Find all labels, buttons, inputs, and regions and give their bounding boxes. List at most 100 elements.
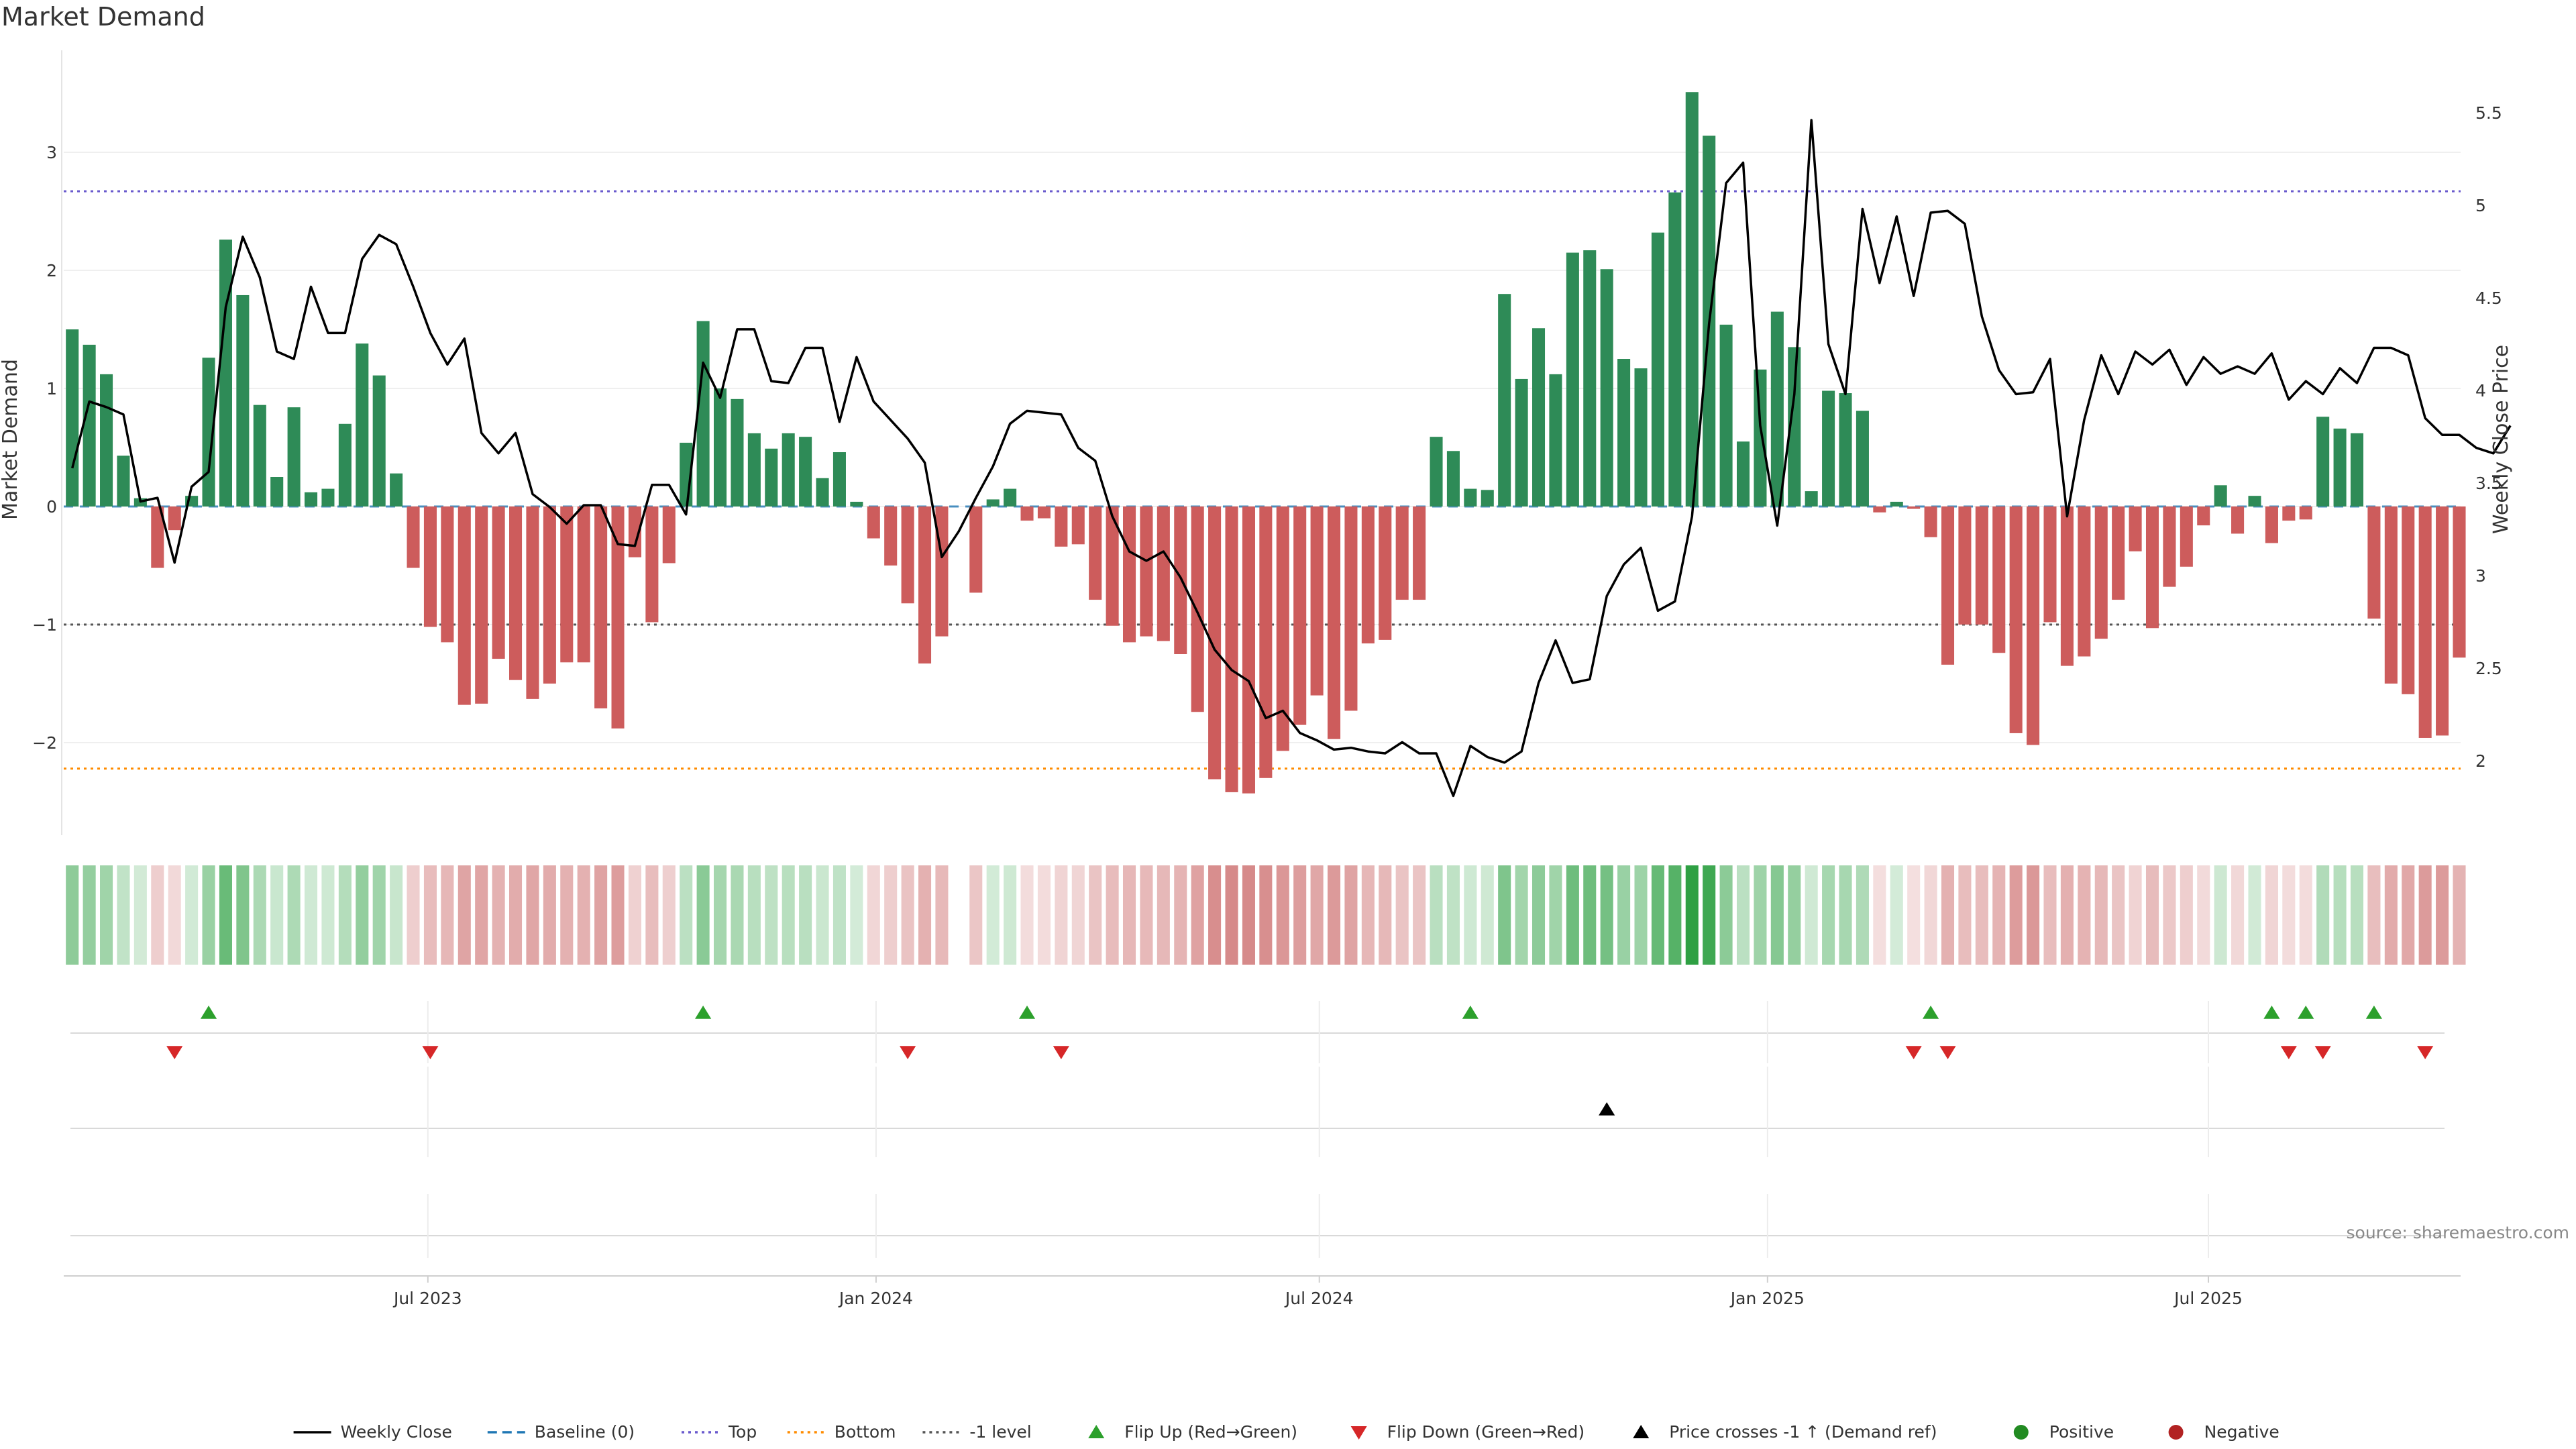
right-tick-label: 4 (2475, 381, 2486, 400)
heat-cell (2436, 865, 2449, 965)
heat-cell (1037, 865, 1051, 965)
demand-bar-negative (1293, 506, 1307, 725)
demand-bar-positive (1839, 393, 1852, 506)
demand-bar-negative (2197, 506, 2210, 526)
legend-label: Weekly Close (341, 1422, 452, 1442)
right-tick-label: 2 (2475, 751, 2486, 771)
right-tick-label: 4.5 (2475, 288, 2502, 308)
flip-up-marker (2298, 1006, 2314, 1019)
demand-bar-negative (2265, 506, 2278, 543)
demand-bar-positive (1822, 390, 1835, 506)
heat-cell (1873, 865, 1886, 965)
flip-up-marker (1018, 1006, 1036, 1019)
demand-bar-negative (1259, 506, 1273, 778)
heat-cell (2197, 865, 2210, 965)
heat-cell (782, 865, 795, 965)
heat-cell (1395, 865, 1409, 965)
heat-cell (918, 865, 932, 965)
heat-cell (1754, 865, 1767, 965)
flip-down-marker (2280, 1046, 2297, 1059)
heat-cell (1071, 865, 1085, 965)
heat-cell (1583, 865, 1597, 965)
heat-cell (2027, 865, 2040, 965)
legend-label: Flip Down (Green→Red) (1387, 1422, 1585, 1442)
demand-bar-negative (1344, 506, 1358, 711)
demand-bars (66, 92, 2466, 794)
heat-cell (253, 865, 266, 965)
demand-bar-negative (1873, 506, 1886, 513)
heat-cell (1242, 865, 1255, 965)
heat-cell (935, 865, 949, 965)
legend-label: Baseline (0) (535, 1422, 635, 1442)
demand-bar-positive (1754, 369, 1767, 506)
heat-cell (1975, 865, 1988, 965)
heat-cell (560, 865, 574, 965)
heat-cell (475, 865, 488, 965)
heat-cell (2112, 865, 2125, 965)
heat-cell (765, 865, 778, 965)
heat-cell (1344, 865, 1358, 965)
heat-cell (816, 865, 829, 965)
demand-bar-positive (1788, 347, 1801, 506)
heat-cell (168, 865, 181, 965)
demand-bar-negative (441, 506, 454, 643)
heat-cell (151, 865, 164, 965)
demand-bar-positive (1890, 501, 1903, 506)
heat-cell (1293, 865, 1307, 965)
demand-bar-negative (168, 506, 181, 531)
legend-swatch (1350, 1426, 1367, 1440)
flip-up-marker (200, 1006, 217, 1019)
demand-bar-positive (2316, 417, 2330, 506)
demand-bar-negative (884, 506, 898, 566)
x-tick-label: Jul 2024 (1284, 1289, 1354, 1308)
heat-cell (133, 865, 147, 965)
legend-item: Weekly Close (293, 1422, 452, 1442)
heat-cell (986, 865, 1000, 965)
demand-bar-negative (1242, 506, 1255, 794)
heat-cell (680, 865, 693, 965)
heat-cell (100, 865, 113, 965)
x-axis: Jul 2023 Jan 2024 Jul 2024 Jan 2025 Jul 2025 (64, 1275, 2461, 1308)
heat-cell (1890, 865, 1903, 965)
heat-cell (1532, 865, 1546, 965)
heat-cell (1515, 865, 1528, 965)
demand-bar-negative (2163, 506, 2176, 587)
demand-bar-positive (713, 388, 727, 506)
heat-cell (731, 865, 744, 965)
legend-item: Baseline (0) (487, 1422, 635, 1442)
demand-bar-positive (66, 329, 79, 506)
heat-cell (1719, 865, 1733, 965)
demand-bar-positive (253, 405, 266, 506)
demand-bar-negative (1106, 506, 1119, 626)
legend-item: Top (682, 1422, 757, 1442)
heat-cell (2418, 865, 2432, 965)
demand-bar-negative (423, 506, 437, 627)
demand-bar-negative (2027, 506, 2040, 745)
demand-bar-negative (1225, 506, 1238, 792)
heat-cell (1464, 865, 1477, 965)
heat-cell (594, 865, 608, 965)
heat-cell (1788, 865, 1801, 965)
demand-bar-positive (782, 433, 795, 506)
heat-cell (1157, 865, 1170, 965)
heat-cell (1992, 865, 2006, 965)
heat-cell (1140, 865, 1153, 965)
heat-cell (799, 865, 812, 965)
legend-item: Positive (2013, 1422, 2114, 1442)
heat-cell (509, 865, 523, 965)
demand-bar-negative (1071, 506, 1085, 545)
demand-bar-negative (2231, 506, 2245, 534)
demand-bar-negative (645, 506, 659, 623)
demand-bar-positive (1719, 324, 1733, 506)
demand-bar-positive (1617, 359, 1631, 506)
demand-bar-positive (986, 499, 1000, 506)
heat-cell (1004, 865, 1017, 965)
heat-cell (1225, 865, 1238, 965)
flip-up-marker (1462, 1006, 1479, 1019)
demand-bar-negative (1958, 506, 1972, 625)
heat-cell (526, 865, 539, 965)
heat-cell (219, 865, 232, 965)
heat-cell (1089, 865, 1102, 965)
demand-bar-positive (1668, 192, 1682, 506)
demand-bar-positive (731, 398, 744, 506)
